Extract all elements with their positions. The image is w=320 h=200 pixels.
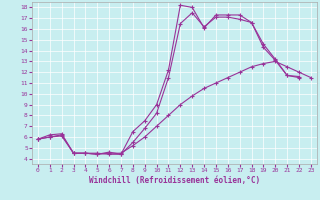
X-axis label: Windchill (Refroidissement éolien,°C): Windchill (Refroidissement éolien,°C)	[89, 176, 260, 185]
